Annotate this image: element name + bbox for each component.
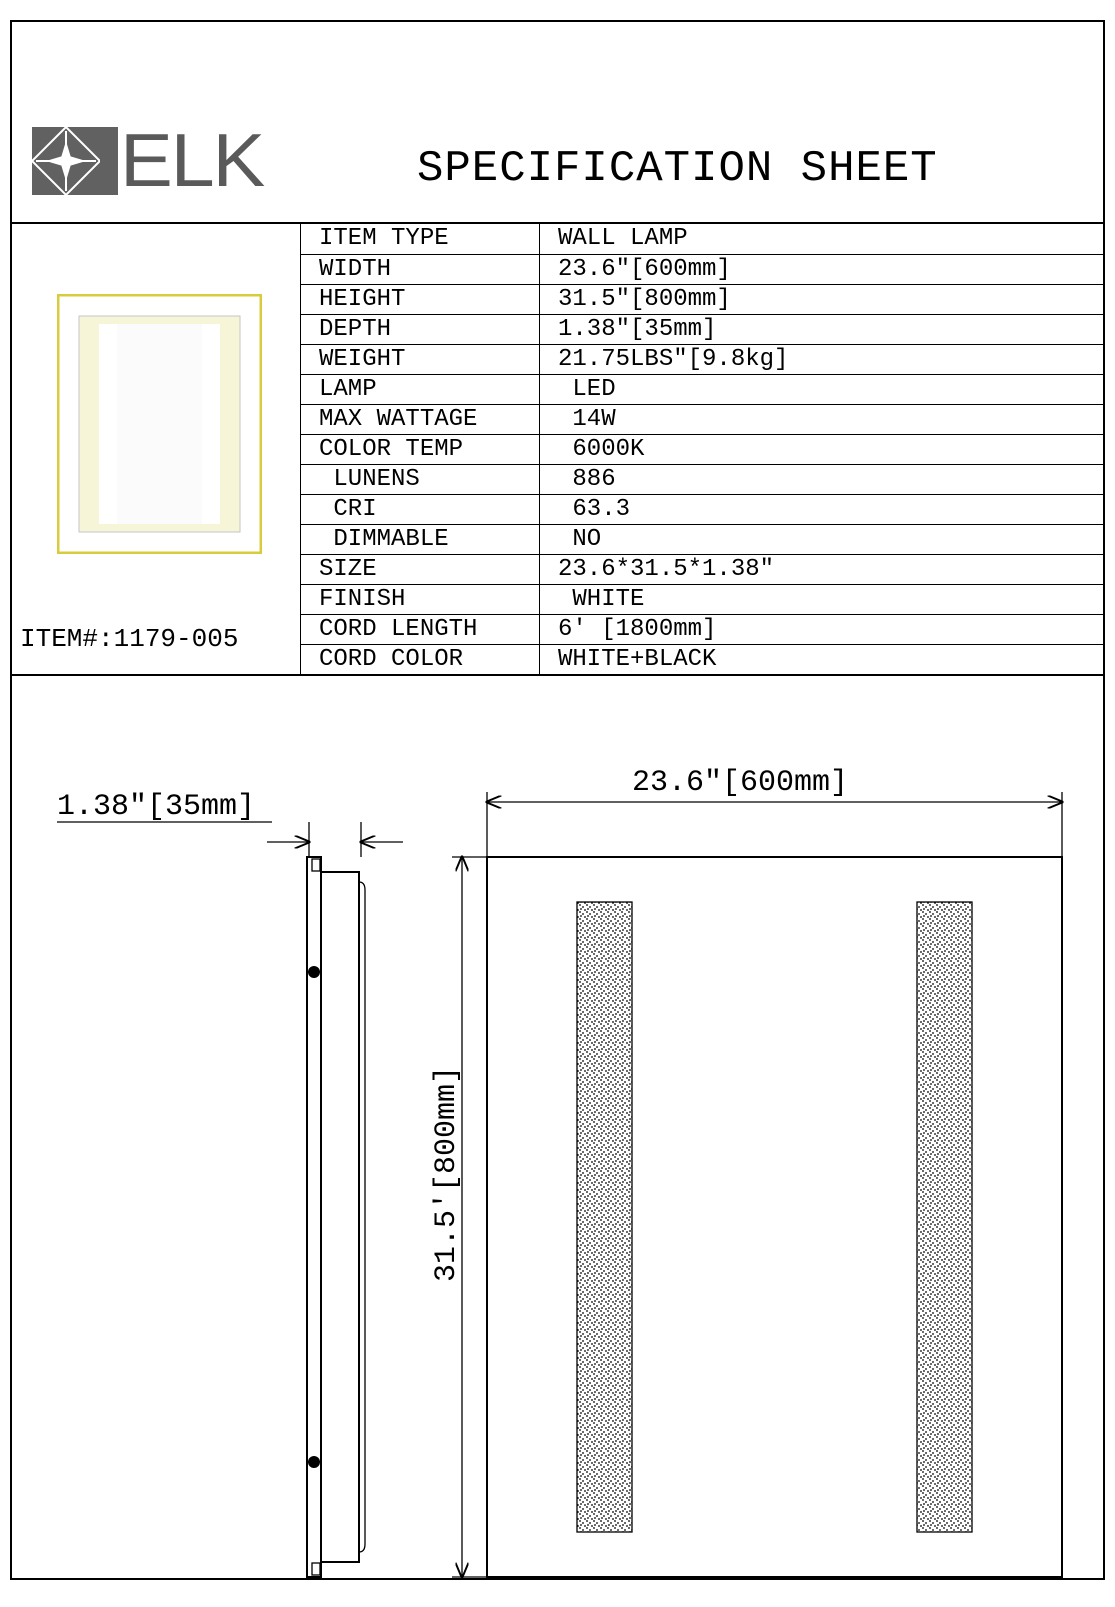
spec-row: CRI 63.3 — [300, 494, 1103, 524]
spec-table: ITEM#:1179-005 ITEM TYPEWALL LAMPWIDTH23… — [12, 222, 1103, 676]
spec-row: WEIGHT21.75LBS"[9.8kg] — [300, 344, 1103, 374]
spec-left-column: ITEM#:1179-005 — [12, 224, 300, 674]
page-frame: ELK SPECIFICATION SHEET ITEM#:1179-005 — [10, 20, 1105, 1580]
spec-key: HEIGHT — [300, 285, 540, 315]
spec-value: NO — [540, 525, 1103, 555]
spec-key: WEIGHT — [300, 345, 540, 375]
item-number: ITEM#:1179-005 — [20, 624, 238, 654]
front-view — [487, 857, 1062, 1577]
technical-drawing: 1.38"[35mm] 23.6"[600mm] — [12, 722, 1103, 1602]
spec-row: SIZE23.6*31.5*1.38" — [300, 554, 1103, 584]
spec-key: DEPTH — [300, 315, 540, 345]
spec-row: DEPTH1.38"[35mm] — [300, 314, 1103, 344]
spec-value: 21.75LBS"[9.8kg] — [540, 345, 1103, 375]
spec-key: CORD COLOR — [300, 645, 540, 675]
spec-row: HEIGHT31.5"[800mm] — [300, 284, 1103, 314]
spec-row: CORD COLORWHITE+BLACK — [300, 644, 1103, 674]
page-title: SPECIFICATION SHEET — [417, 144, 938, 194]
spec-value: 63.3 — [540, 495, 1103, 525]
spec-value: WHITE — [540, 585, 1103, 615]
header: ELK SPECIFICATION SHEET — [12, 22, 1103, 222]
logo-bar — [100, 127, 118, 195]
spec-key: DIMMABLE — [300, 525, 540, 555]
spec-row: LAMP LED — [300, 374, 1103, 404]
logo: ELK — [32, 127, 250, 195]
depth-label: 1.38"[35mm] — [57, 790, 255, 824]
spec-value: 1.38"[35mm] — [540, 315, 1103, 345]
spec-row: LUNENS 886 — [300, 464, 1103, 494]
spec-key: CRI — [300, 495, 540, 525]
spec-key: CORD LENGTH — [300, 615, 540, 645]
spec-row: ITEM TYPEWALL LAMP — [300, 224, 1103, 254]
spec-value: WALL LAMP — [540, 224, 1103, 254]
spec-value: 23.6"[600mm] — [540, 255, 1103, 285]
spec-value: 6' [1800mm] — [540, 615, 1103, 645]
spec-key: LUNENS — [300, 465, 540, 495]
spec-value: 886 — [540, 465, 1103, 495]
spec-row: WIDTH23.6"[600mm] — [300, 254, 1103, 284]
spec-value: 23.6*31.5*1.38" — [540, 555, 1103, 585]
spec-key: COLOR TEMP — [300, 435, 540, 465]
spec-key: WIDTH — [300, 255, 540, 285]
spec-key: MAX WATTAGE — [300, 405, 540, 435]
spec-key: FINISH — [300, 585, 540, 615]
spec-row: COLOR TEMP 6000K — [300, 434, 1103, 464]
spec-row: FINISH WHITE — [300, 584, 1103, 614]
spec-value: 31.5"[800mm] — [540, 285, 1103, 315]
spec-rows-container: ITEM TYPEWALL LAMPWIDTH23.6"[600mm]HEIGH… — [300, 224, 1103, 674]
side-view — [307, 857, 365, 1577]
spec-value: LED — [540, 375, 1103, 405]
spec-row: MAX WATTAGE 14W — [300, 404, 1103, 434]
logo-icon — [32, 127, 100, 195]
height-label: 31.5'[800mm] — [430, 1066, 464, 1282]
brand-text: ELK — [120, 125, 263, 196]
spec-row: CORD LENGTH6' [1800mm] — [300, 614, 1103, 644]
spec-key: LAMP — [300, 375, 540, 405]
spec-value: WHITE+BLACK — [540, 645, 1103, 675]
width-label: 23.6"[600mm] — [632, 766, 848, 800]
spec-key: SIZE — [300, 555, 540, 585]
spec-value: 6000K — [540, 435, 1103, 465]
spec-key: ITEM TYPE — [300, 224, 540, 254]
product-thumbnail — [57, 294, 262, 559]
spec-row: DIMMABLE NO — [300, 524, 1103, 554]
spec-value: 14W — [540, 405, 1103, 435]
